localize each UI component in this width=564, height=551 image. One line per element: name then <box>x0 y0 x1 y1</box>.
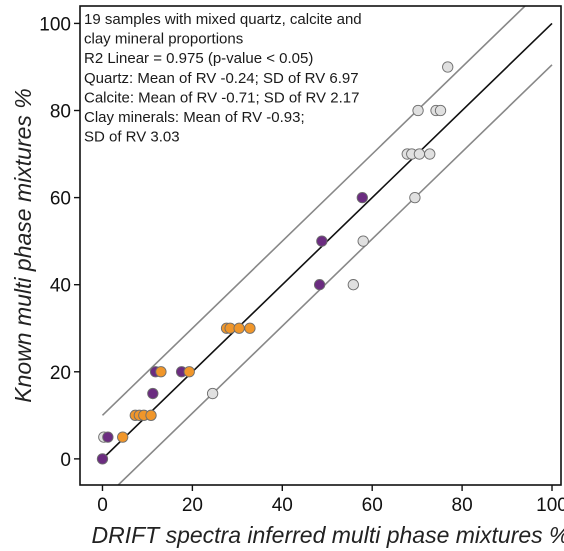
annotation-line: R2 Linear = 0.975 (p-value < 0.05) <box>84 50 313 67</box>
annotation-box: 19 samples with mixed quartz, calcite an… <box>84 11 362 146</box>
data-point <box>356 191 368 204</box>
annotation-line: Clay minerals: Mean of RV -0.93; <box>84 109 305 126</box>
annotation-line: SD of RV 3.03 <box>84 129 180 146</box>
y-axis-title: Known multi phase mixtures % <box>10 88 36 402</box>
data-points <box>96 61 454 465</box>
y-tick-label: 0 <box>60 450 71 471</box>
data-point <box>183 366 195 378</box>
x-axis-title: DRIFT spectra inferred multi phase mixtu… <box>91 522 564 548</box>
annotation-line: Quartz: Mean of RV -0.24; SD of RV 6.97 <box>84 70 359 87</box>
data-point <box>313 279 326 291</box>
axis-ticks: 0 20 40 60 80 100 0 20 40 60 80 100 <box>39 14 564 516</box>
annotation-line: Calcite: Mean of RV -0.71; SD of RV 2.17 <box>84 89 359 106</box>
y-tick-label: 80 <box>50 102 71 123</box>
data-point <box>434 104 447 117</box>
data-point <box>206 387 219 400</box>
data-point <box>244 322 256 334</box>
data-point <box>155 366 167 378</box>
y-tick-label: 20 <box>50 363 71 384</box>
data-point <box>409 191 421 204</box>
x-tick-label: 0 <box>97 495 108 516</box>
y-tick-label: 60 <box>50 189 71 210</box>
y-tick-label: 40 <box>50 276 71 297</box>
annotation-line: clay mineral proportions <box>84 31 243 48</box>
x-tick-label: 20 <box>182 495 203 516</box>
data-point <box>413 148 426 160</box>
data-point <box>347 279 359 291</box>
data-point <box>316 235 328 247</box>
data-point <box>233 322 245 334</box>
data-point <box>96 453 109 465</box>
data-point <box>145 409 157 421</box>
data-point <box>424 148 436 160</box>
data-point <box>147 387 159 400</box>
annotation-line: 19 samples with mixed quartz, calcite an… <box>84 11 362 28</box>
y-tick-label: 100 <box>39 14 71 35</box>
data-point <box>117 431 129 443</box>
data-point <box>412 104 424 117</box>
x-tick-label: 80 <box>452 495 473 516</box>
x-tick-label: 100 <box>536 495 564 516</box>
reference-line-lower-bound <box>117 64 553 485</box>
x-tick-label: 60 <box>362 495 383 516</box>
data-point <box>102 431 114 443</box>
data-point <box>442 61 454 73</box>
plot-frame <box>79 5 562 486</box>
reference-line-upper-bound <box>101 6 527 416</box>
x-tick-label: 40 <box>272 495 293 516</box>
data-point <box>357 235 369 247</box>
